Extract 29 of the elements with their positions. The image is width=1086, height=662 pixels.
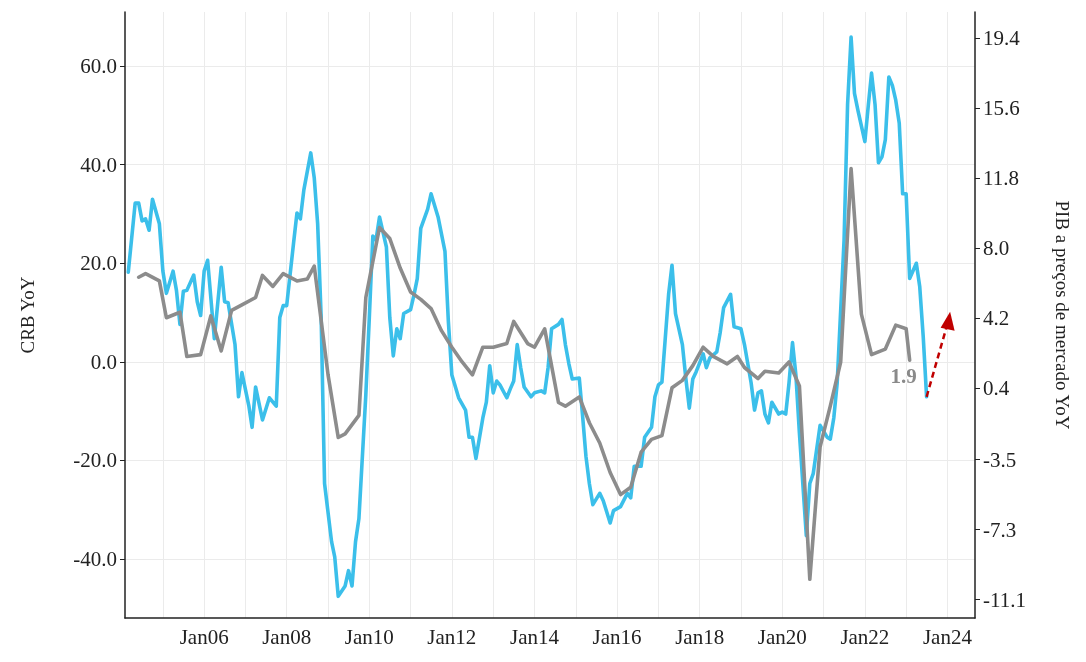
y-tick-label: 40.0 [80, 152, 117, 177]
y2-tick-label: -11.1 [983, 587, 1026, 612]
y2-tick-label: -7.3 [983, 517, 1017, 542]
x-tick-label: Jan10 [344, 624, 394, 649]
x-tick-label: Jan22 [840, 624, 890, 649]
x-tick-label: Jan16 [592, 624, 642, 649]
y2-tick-label: 19.4 [983, 25, 1021, 50]
x-tick-label: Jan08 [262, 624, 312, 649]
y2-tick-label: 15.6 [983, 95, 1020, 120]
y2-tick-label: 11.8 [983, 165, 1019, 190]
y2-axis-title: PIB a preços de mercado YoY [1052, 200, 1073, 430]
x-tick-label: Jan18 [675, 624, 725, 649]
y-tick-label: 0.0 [90, 349, 117, 374]
y2-tick-label: -3.5 [983, 447, 1017, 472]
x-tick-label: Jan20 [757, 624, 807, 649]
x-tick-label: Jan12 [427, 624, 477, 649]
y-axis-title: CRB YoY [17, 276, 38, 354]
x-tick-label: Jan14 [510, 624, 560, 649]
line-series [126, 35, 929, 599]
x-tick-label: Jan24 [922, 624, 973, 649]
y-tick-label: -20.0 [73, 448, 117, 473]
y-tick-label: 20.0 [80, 251, 117, 276]
y-tick-label: 60.0 [80, 54, 117, 79]
y2-tick-label: 8.0 [983, 235, 1010, 260]
y2-tick-label: 0.4 [983, 375, 1010, 400]
x-tick-label: Jan06 [179, 624, 229, 649]
data-label: 1.9 [890, 363, 917, 388]
y-tick-label: -40.0 [73, 546, 117, 571]
y2-tick-label: 4.2 [983, 305, 1010, 330]
